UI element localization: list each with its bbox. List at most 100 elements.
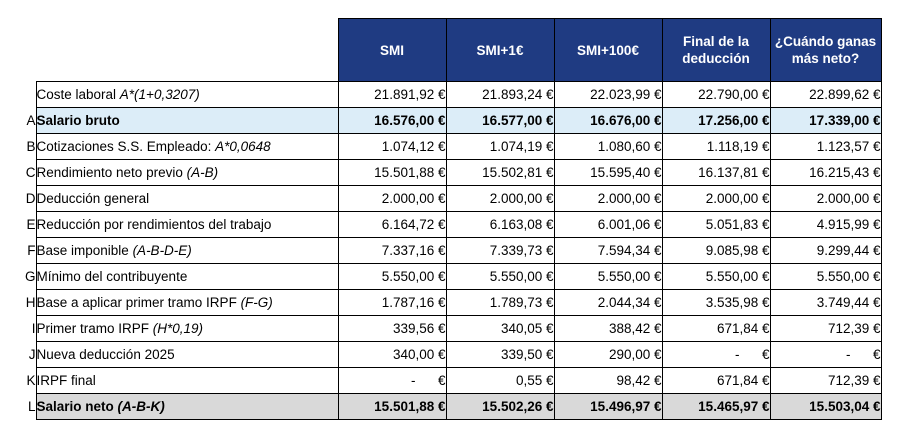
- value-cell: 1.789,73 €: [445, 289, 555, 316]
- value-cell: 5.550,00 €: [445, 263, 555, 290]
- value-cell: 22.023,99 €: [553, 81, 663, 108]
- row-label: Base imponible: [36, 243, 133, 258]
- row-label: Primer tramo IRPF: [36, 321, 153, 336]
- row-letter: I: [31, 321, 36, 336]
- row-concept-cell: Reducción por rendimientos del trabajo: [35, 211, 339, 238]
- row-label: Salario bruto: [36, 113, 120, 128]
- value-cell: 1.074,12 €: [337, 133, 447, 160]
- value-cell: 16.137,81 €: [661, 159, 771, 186]
- value-cell: 21.893,24 €: [445, 81, 555, 108]
- value-cell: 22.899,62 €: [769, 81, 882, 108]
- value-cell: 3.535,98 €: [661, 289, 771, 316]
- value-cell: 7.337,16 €: [337, 237, 447, 264]
- value-cell: 15.501,88 €: [337, 159, 447, 186]
- table-row: H Base a aplicar primer tramo IRPF (F-G) 1…: [20, 289, 882, 316]
- value-cell: 15.595,40 €: [553, 159, 663, 186]
- row-letter: H: [25, 295, 36, 310]
- row-label: Coste laboral: [36, 87, 120, 102]
- row-label: Nueva deducción 2025: [36, 347, 175, 362]
- row-letter: A: [26, 113, 36, 128]
- row-formula: (A-B-D-E): [132, 243, 192, 258]
- table-row: K IRPF final - €0,55 €98,42 €671,84 €712,3…: [20, 367, 882, 394]
- row-label: Rendimiento neto previo: [36, 165, 187, 180]
- table-row: B Cotizaciones S.S. Empleado: A*0,0648 1.0…: [20, 133, 882, 160]
- value-cell: 16.676,00 €: [553, 107, 663, 134]
- value-cell: 2.000,00 €: [337, 185, 447, 212]
- row-concept-cell: Base a aplicar primer tramo IRPF (F-G): [35, 289, 339, 316]
- row-label: Base a aplicar primer tramo IRPF: [36, 295, 241, 310]
- value-cell: 9.299,44 €: [769, 237, 882, 264]
- table-row: J Nueva deducción 2025 340,00 €339,50 €290…: [20, 341, 882, 368]
- value-cell: - €: [769, 341, 882, 368]
- column-header-final-deduccion: Final de la deducción: [661, 18, 771, 82]
- row-letter: E: [26, 217, 36, 232]
- row-concept-cell: Rendimiento neto previo (A-B): [35, 159, 339, 186]
- value-cell: 5.550,00 €: [337, 263, 447, 290]
- row-label: Deducción general: [36, 191, 150, 206]
- value-cell: 5.550,00 €: [769, 263, 882, 290]
- row-letter: F: [27, 243, 36, 258]
- column-header-smi-plus-1: SMI+1€: [445, 18, 555, 82]
- value-cell: 15.503,04 €: [769, 393, 882, 420]
- table-row: Coste laboral A*(1+0,3207) 21.891,92 €21.…: [20, 81, 882, 108]
- salary-comparison-table: SMI SMI+1€ SMI+100€ Final de la deducció…: [20, 18, 882, 420]
- value-cell: 2.000,00 €: [445, 185, 555, 212]
- table-row: D Deducción general 2.000,00 €2.000,00 €2.…: [20, 185, 882, 212]
- value-cell: 15.501,88 €: [337, 393, 447, 420]
- value-cell: 22.790,00 €: [661, 81, 771, 108]
- value-cell: 1.074,19 €: [445, 133, 555, 160]
- value-cell: 4.915,99 €: [769, 211, 882, 238]
- value-cell: 3.749,44 €: [769, 289, 882, 316]
- value-cell: 2.000,00 €: [661, 185, 771, 212]
- table-row: G Mínimo del contribuyente 5.550,00 €5.550…: [20, 263, 882, 290]
- value-cell: 340,00 €: [337, 341, 447, 368]
- value-cell: 671,84 €: [661, 367, 771, 394]
- row-letter: J: [28, 347, 36, 362]
- table-row: C Rendimiento neto previo (A-B) 15.501,88 …: [20, 159, 882, 186]
- table-row: L Salario neto (A-B-K) 15.501,88 €15.502,2…: [20, 393, 882, 420]
- row-formula: (H*0,19): [152, 321, 204, 336]
- value-cell: 6.164,72 €: [337, 211, 447, 238]
- value-cell: 290,00 €: [553, 341, 663, 368]
- row-concept-cell: Mínimo del contribuyente: [35, 263, 339, 290]
- value-cell: 1.123,57 €: [769, 133, 882, 160]
- column-header-smi: SMI: [337, 18, 447, 82]
- row-letter: K: [26, 373, 36, 388]
- row-concept-cell: Base imponible (A-B-D-E): [35, 237, 339, 264]
- table-row: I Primer tramo IRPF (H*0,19) 339,56 €340,0…: [20, 315, 882, 342]
- header-blank-letter: [20, 19, 36, 82]
- value-cell: - €: [337, 367, 447, 394]
- row-concept-cell: Salario neto (A-B-K): [35, 393, 339, 420]
- value-cell: 15.496,97 €: [553, 393, 663, 420]
- value-cell: 5.550,00 €: [553, 263, 663, 290]
- row-formula: A*0,0648: [215, 139, 271, 154]
- value-cell: 339,50 €: [445, 341, 555, 368]
- row-formula: A*(1+0,3207): [119, 87, 200, 102]
- row-letter: L: [27, 399, 36, 414]
- row-label: Reducción por rendimientos del trabajo: [36, 217, 272, 232]
- value-cell: 6.163,08 €: [445, 211, 555, 238]
- value-cell: 339,56 €: [337, 315, 447, 342]
- value-cell: 16.577,00 €: [445, 107, 555, 134]
- row-letter: B: [26, 139, 36, 154]
- value-cell: 388,42 €: [553, 315, 663, 342]
- row-concept-cell: Cotizaciones S.S. Empleado: A*0,0648: [35, 133, 339, 160]
- value-cell: 5.051,83 €: [661, 211, 771, 238]
- header-row: SMI SMI+1€ SMI+100€ Final de la deducció…: [20, 18, 882, 82]
- value-cell: 712,39 €: [769, 315, 882, 342]
- value-cell: 21.891,92 €: [337, 81, 447, 108]
- value-cell: 15.502,26 €: [445, 393, 555, 420]
- table-row: F Base imponible (A-B-D-E) 7.337,16 €7.339…: [20, 237, 882, 264]
- value-cell: 16.576,00 €: [337, 107, 447, 134]
- value-cell: 9.085,98 €: [661, 237, 771, 264]
- value-cell: 2.044,34 €: [553, 289, 663, 316]
- value-cell: 17.339,00 €: [769, 107, 882, 134]
- row-label: Salario neto: [36, 399, 118, 414]
- value-cell: 16.215,43 €: [769, 159, 882, 186]
- value-cell: 0,55 €: [445, 367, 555, 394]
- value-cell: 98,42 €: [553, 367, 663, 394]
- row-concept-cell: IRPF final: [35, 367, 339, 394]
- value-cell: 2.000,00 €: [769, 185, 882, 212]
- value-cell: 712,39 €: [769, 367, 882, 394]
